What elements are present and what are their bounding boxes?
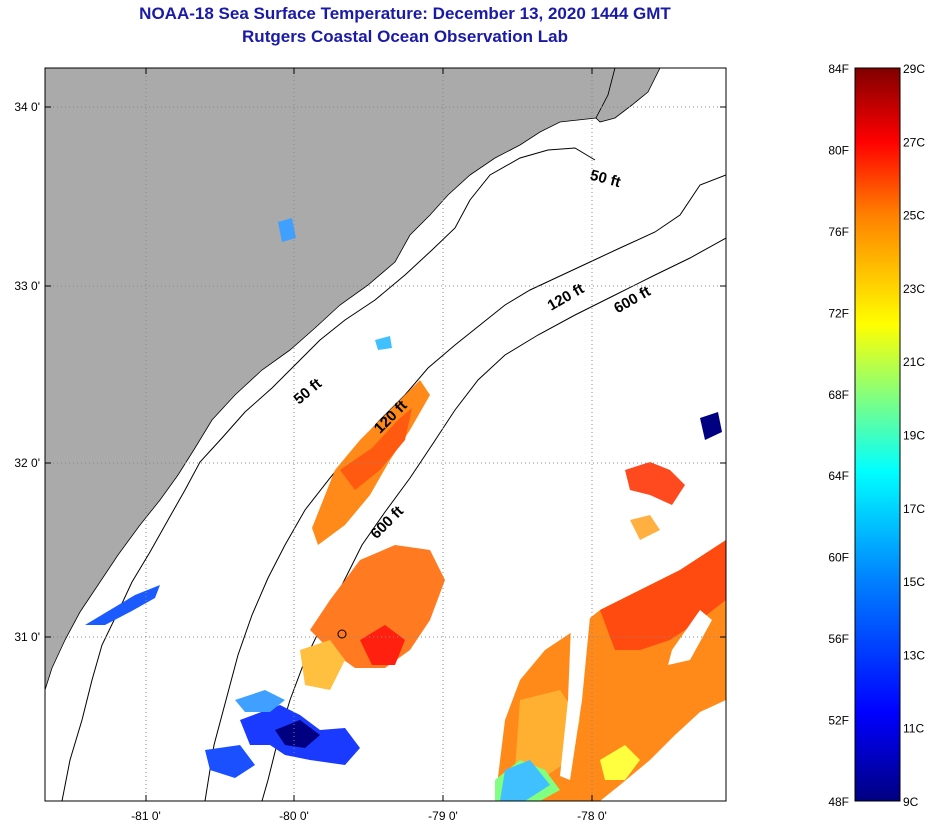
colorbar-fahrenheit-label: 56F [828,632,849,646]
contour-600ft [261,237,726,801]
colorbar-celsius-label: 9C [903,795,919,809]
lon-tick-label: -81 0' [131,809,161,823]
colorbar-celsius-label: 15C [903,575,925,589]
station-marker [337,629,347,639]
colorbar-celsius-label: 11C [903,722,924,736]
lat-tick-label: 34 0' [14,100,40,114]
colorbar-fahrenheit-label: 64F [828,469,849,483]
colorbar-celsius-label: 17C [903,502,925,516]
colorbar-celsius-label: 29C [903,62,925,76]
colorbar-fahrenheit-label: 72F [828,306,849,320]
lat-tick-label: 31 0' [14,630,40,644]
land-mass-cape [595,68,661,123]
colorbar-celsius-label: 27C [903,135,925,149]
colorbar-celsius-label: 21C [903,355,925,369]
colorbar-fahrenheit-label: 60F [828,551,849,565]
contour-50ft [61,147,596,801]
lon-tick-label: -79 0' [428,809,458,823]
land-mass [45,68,616,691]
lat-tick-label: 33 0' [14,279,40,293]
colorbar-fahrenheit-label: 52F [828,714,849,728]
map-subtitle: Rutgers Coastal Ocean Observation Lab [242,27,568,46]
graticule [45,68,726,801]
colorbar-fahrenheit-label: 48F [828,795,849,809]
colorbar-fahrenheit-label: 76F [828,225,849,239]
colorbar-celsius-label: 19C [903,429,925,443]
colorbar-fahrenheit-label: 68F [828,388,849,402]
lon-tick-label: -80 0' [279,809,309,823]
colorbar-fahrenheit-label: 84F [828,62,849,76]
sst-data-layer [85,218,726,801]
colorbar-fahrenheit-label: 80F [828,143,849,157]
map-frame [44,67,727,802]
colorbar [854,67,901,802]
colorbar-celsius-label: 25C [903,209,925,223]
lat-tick-label: 32 0' [14,456,40,470]
colorbar-celsius-label: 13C [903,648,925,662]
colorbar-celsius-label: 23C [903,282,925,296]
contour-120ft [204,174,726,801]
tick-marks [45,68,726,801]
lon-tick-label: -78 0' [577,809,607,823]
map-title: NOAA-18 Sea Surface Temperature: Decembe… [139,4,671,23]
